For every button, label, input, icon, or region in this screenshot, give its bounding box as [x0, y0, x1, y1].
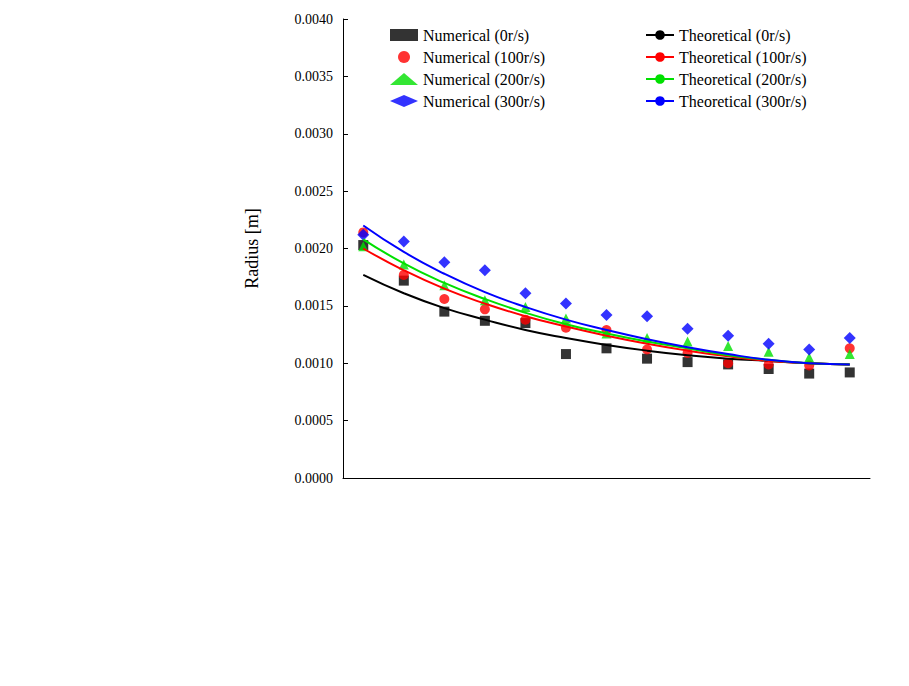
- svg-text:0.0030: 0.0030: [295, 126, 334, 141]
- svg-text:0.0000: 0.0000: [295, 471, 334, 486]
- svg-text:Theoretical (300r/s): Theoretical (300r/s): [679, 93, 807, 111]
- svg-text:Radius [m]: Radius [m]: [242, 208, 262, 289]
- svg-text:0.0040: 0.0040: [295, 12, 334, 27]
- svg-text:Theoretical (200r/s): Theoretical (200r/s): [679, 71, 807, 89]
- svg-text:Numerical (300r/s): Numerical (300r/s): [423, 93, 545, 111]
- svg-text:0.0035: 0.0035: [295, 69, 334, 84]
- svg-text:0.0010: 0.0010: [295, 356, 334, 371]
- svg-text:Theoretical (100r/s): Theoretical (100r/s): [679, 49, 807, 67]
- svg-text:0.0020: 0.0020: [295, 241, 334, 256]
- svg-text:Numerical (200r/s): Numerical (200r/s): [423, 71, 545, 89]
- svg-text:Numerical (100r/s): Numerical (100r/s): [423, 49, 545, 67]
- svg-text:Theoretical (0r/s): Theoretical (0r/s): [679, 27, 791, 45]
- svg-text:0.0025: 0.0025: [295, 184, 334, 199]
- svg-text:Numerical (0r/s): Numerical (0r/s): [423, 27, 529, 45]
- svg-text:0.0005: 0.0005: [295, 413, 334, 428]
- svg-text:0.0015: 0.0015: [295, 298, 334, 313]
